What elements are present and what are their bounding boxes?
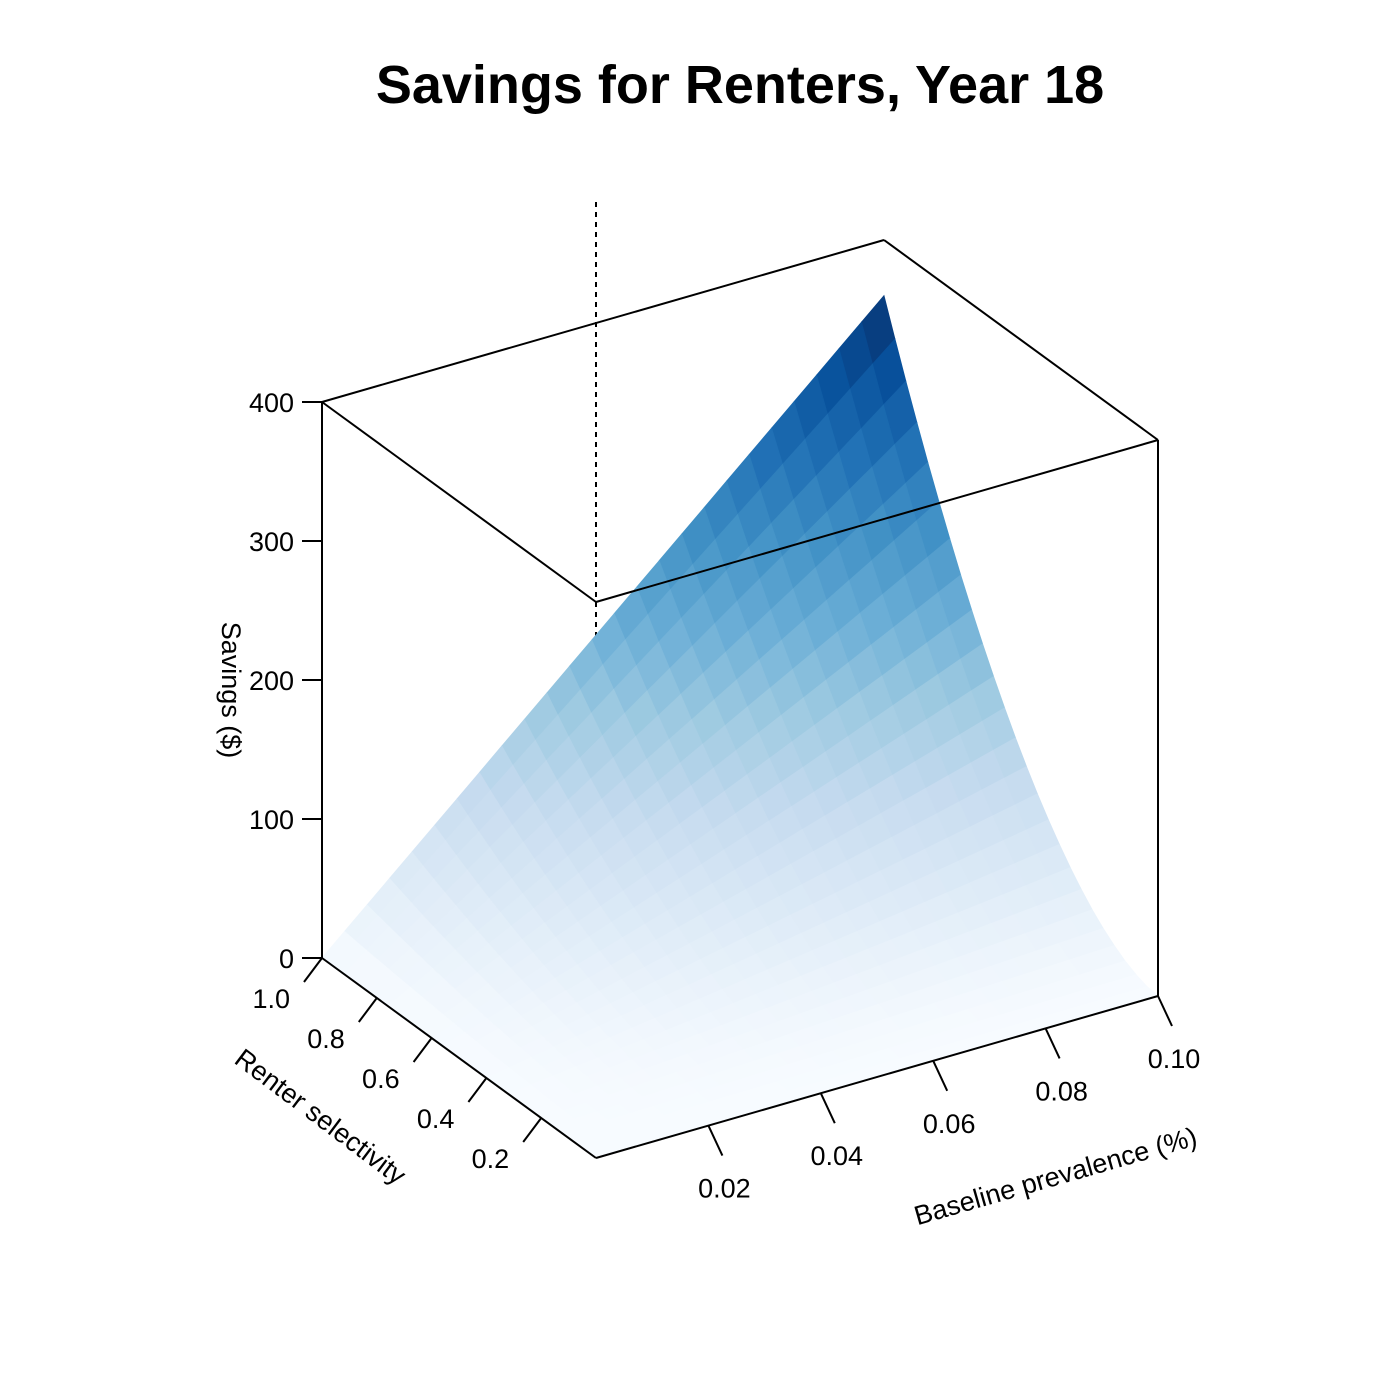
x-tick-label: 0.02 [698, 1174, 751, 1204]
y-tick-label: 1.0 [252, 984, 290, 1014]
x-tick-mark [707, 1125, 724, 1157]
x-tick-mark [1044, 1027, 1061, 1059]
box-edge-bottom-left [321, 957, 597, 1159]
y-tick-label: 0.6 [362, 1064, 400, 1094]
surface-mesh [321, 294, 1159, 1159]
y-tick-mark [467, 1077, 488, 1103]
box-edge-top-right-back [883, 239, 1159, 441]
y-tick-mark [522, 1117, 543, 1143]
x-tick-mark [819, 1092, 836, 1124]
x-tick-label: 0.06 [923, 1109, 976, 1139]
y-tick-mark [303, 957, 323, 983]
z-tick-label: 400 [249, 388, 294, 418]
z-tick-label: 100 [249, 805, 294, 835]
box-edge-top-right-front [595, 439, 1159, 603]
y-tick-label: 0.2 [472, 1144, 510, 1174]
x-tick-label: 0.08 [1035, 1076, 1088, 1106]
x-tick-label: 0.10 [1148, 1044, 1201, 1074]
y-axis: 0.2 0.4 0.6 0.8 1.0 [252, 957, 543, 1174]
x-tick-mark [1157, 995, 1173, 1027]
y-tick-mark [357, 997, 378, 1023]
z-tick-label: 0 [279, 944, 294, 974]
z-tick-label: 300 [249, 527, 294, 557]
y-tick-label: 0.8 [307, 1024, 345, 1054]
box-edge-top-left-front [321, 401, 597, 603]
box-edge-bottom-right [595, 995, 1159, 1159]
z-tick-label: 200 [249, 666, 294, 696]
box-edge-top-left-back [321, 239, 885, 403]
x-tick-mark [932, 1060, 949, 1092]
chart-title: Savings for Renters, Year 18 [376, 55, 1104, 115]
z-axis-label: Savings ($) [216, 622, 246, 759]
x-axis: 0.02 0.04 0.06 0.08 0.10 [698, 995, 1201, 1204]
z-axis: 0 100 200 300 400 [249, 388, 322, 974]
x-tick-label: 0.04 [811, 1141, 864, 1171]
y-tick-mark [412, 1037, 433, 1063]
y-tick-label: 0.4 [417, 1104, 455, 1134]
